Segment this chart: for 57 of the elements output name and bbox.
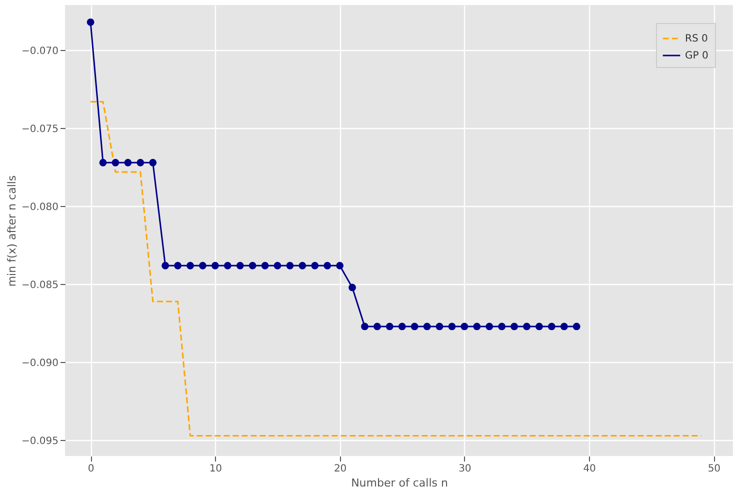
point [560, 322, 568, 330]
x-tick-label: 30 [458, 464, 472, 474]
y-tick-label: −0.095 [21, 436, 58, 447]
point [510, 322, 518, 330]
y-tick-label: −0.085 [21, 280, 58, 291]
point [473, 322, 481, 330]
point [386, 322, 394, 330]
point [186, 262, 194, 270]
point [86, 18, 94, 26]
point [523, 322, 530, 330]
point [274, 262, 282, 270]
point [248, 262, 256, 270]
point [261, 262, 269, 270]
point [448, 322, 456, 330]
x-axis-title: Number of calls n [351, 476, 448, 490]
point [174, 262, 182, 270]
point [486, 322, 494, 330]
point [398, 322, 406, 330]
point [298, 262, 306, 270]
x-tick-label: 50 [708, 464, 721, 474]
x-tick-label: 20 [334, 464, 347, 474]
point [224, 262, 232, 270]
line-series [90, 101, 702, 436]
y-tick-label: −0.070 [21, 46, 58, 57]
point [460, 322, 468, 330]
y-tick-label: −0.090 [21, 358, 58, 369]
point [436, 322, 444, 330]
point [199, 262, 206, 270]
point [162, 262, 170, 270]
point [324, 262, 332, 270]
point [124, 158, 132, 166]
x-tick-label: 0 [88, 464, 94, 474]
x-tick-label: 10 [209, 464, 222, 474]
point [572, 322, 580, 330]
point [286, 262, 294, 270]
point [149, 158, 157, 166]
legend-label: RS 0 [685, 34, 708, 44]
point [498, 322, 506, 330]
legend-label: GP 0 [685, 50, 708, 62]
point [112, 158, 120, 166]
point [548, 322, 556, 330]
point [136, 158, 144, 166]
point [99, 158, 107, 166]
point [311, 262, 319, 270]
point [348, 284, 356, 292]
point [336, 262, 344, 270]
y-axis-title: min f(x) after n calls [5, 175, 18, 287]
point [361, 322, 368, 330]
point [373, 322, 381, 330]
y-tick-label: −0.075 [21, 124, 58, 135]
y-tick-label: −0.080 [21, 202, 58, 213]
point [236, 262, 244, 270]
point [535, 322, 543, 330]
point [423, 322, 431, 330]
x-tick-label: 40 [583, 464, 596, 474]
point [211, 262, 219, 270]
point [410, 322, 418, 330]
